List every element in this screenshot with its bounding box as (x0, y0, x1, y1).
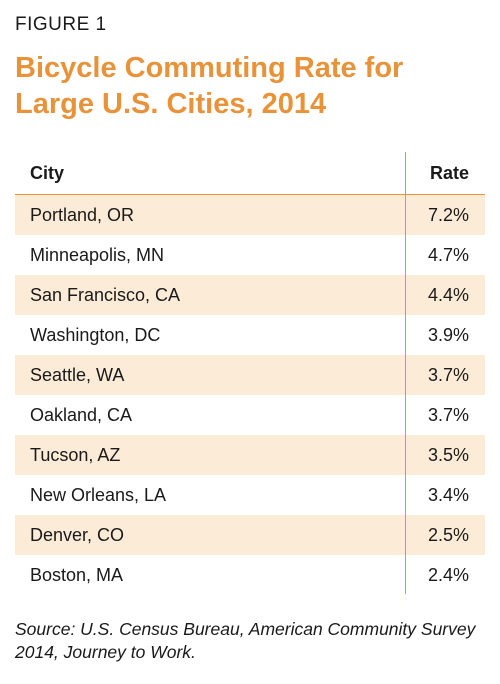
table-row: New Orleans, LA 3.4% (15, 475, 485, 515)
city-cell: Seattle, WA (30, 364, 125, 385)
city-cell: Portland, OR (30, 204, 135, 225)
city-cell: New Orleans, LA (30, 484, 167, 505)
city-cell: Tucson, AZ (30, 444, 121, 465)
city-cell: Oakland, CA (30, 404, 133, 425)
rate-cell: 3.9% (427, 324, 469, 345)
city-cell: San Francisco, CA (30, 284, 181, 305)
table-row: Denver, CO 2.5% (15, 515, 485, 555)
table-row: Tucson, AZ 3.5% (15, 435, 485, 475)
table-row: Washington, DC 3.9% (15, 315, 485, 355)
rate-cell: 3.5% (427, 444, 469, 465)
column-header-rate: Rate (429, 162, 469, 183)
column-divider (405, 152, 406, 594)
table-row: Boston, MA 2.4% (15, 555, 485, 595)
table-row: Minneapolis, MN 4.7% (15, 235, 485, 275)
rate-cell: 2.4% (427, 564, 469, 585)
figure-title: Bicycle Commuting Rate for Large U.S. Ci… (15, 52, 404, 120)
table-header-row: City Rate (15, 152, 485, 195)
rate-cell: 4.4% (427, 284, 469, 305)
rate-cell: 7.2% (427, 204, 469, 225)
city-cell: Denver, CO (30, 524, 125, 545)
city-cell: Minneapolis, MN (30, 244, 165, 265)
table-row: Portland, OR 7.2% (15, 195, 485, 235)
source-note: Source: U.S. Census Bureau, American Com… (15, 619, 476, 662)
rate-cell: 2.5% (427, 524, 469, 545)
city-cell: Washington, DC (30, 324, 161, 345)
rate-cell: 4.7% (427, 244, 469, 265)
rate-cell: 3.7% (427, 404, 469, 425)
commute-rate-table: City Rate Portland, OR 7.2% Minneapolis,… (15, 152, 485, 595)
table-row: San Francisco, CA 4.4% (15, 275, 485, 315)
rate-cell: 3.4% (427, 484, 469, 505)
city-cell: Boston, MA (30, 564, 124, 585)
table-row: Seattle, WA 3.7% (15, 355, 485, 395)
rate-cell: 3.7% (427, 364, 469, 385)
figure-label: FIGURE 1 (15, 14, 107, 35)
table-row: Oakland, CA 3.7% (15, 395, 485, 435)
column-header-city: City (30, 162, 65, 183)
